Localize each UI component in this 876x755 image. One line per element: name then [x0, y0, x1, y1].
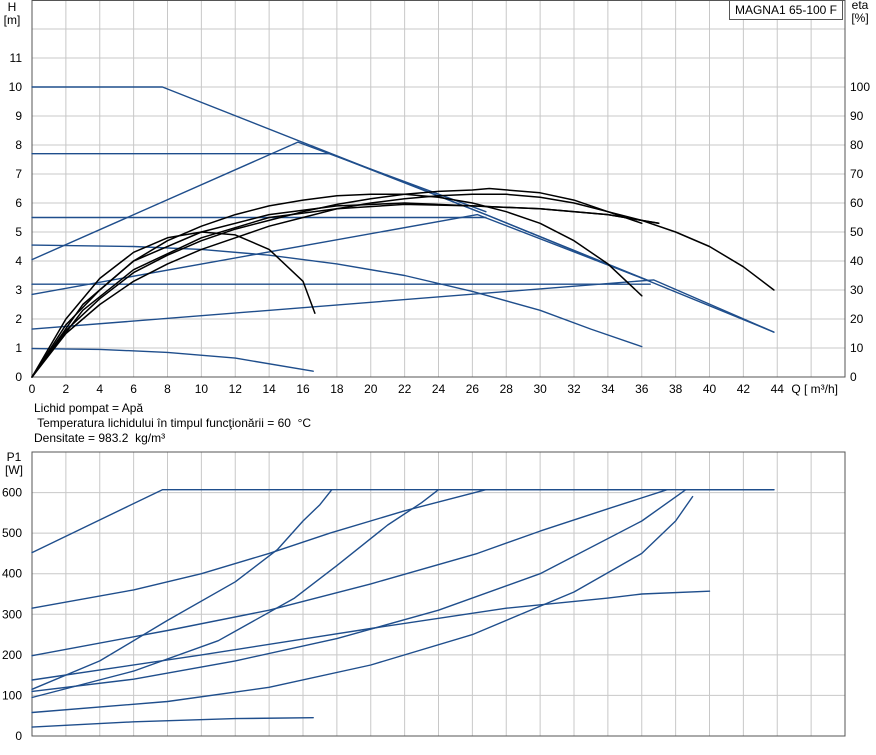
y-tick-label: 7 [15, 167, 22, 181]
head-curve [31, 213, 651, 296]
y-right-tick-label: 10 [850, 341, 864, 355]
x-tick-label: 42 [737, 382, 751, 396]
head-curve [31, 153, 651, 282]
y-tick-label: 11 [10, 51, 23, 65]
x-tick-label: 16 [296, 382, 310, 396]
y-tick-label: 4 [15, 254, 22, 268]
fluid-note: Lichid pompat = Apă [34, 401, 144, 415]
y-tick-label: 0 [15, 370, 22, 384]
x-tick-label: 38 [669, 382, 683, 396]
y-right-tick-label: 60 [850, 196, 864, 210]
power-curve [31, 590, 711, 681]
y-tick-label: 3 [15, 283, 22, 297]
y-right-axis-label: eta [852, 0, 869, 12]
y-right-axis-label: [%] [851, 11, 868, 25]
power-curve [31, 717, 314, 728]
p1-tick-label: 600 [2, 486, 22, 500]
p1-tick-label: 500 [2, 526, 22, 540]
x-tick-label: 2 [63, 382, 70, 396]
y-right-tick-label: 30 [850, 283, 864, 297]
power-curve [31, 489, 775, 609]
y-tick-label: 5 [15, 225, 22, 239]
y-tick-label: 9 [15, 109, 22, 123]
efficiency-curve [31, 193, 775, 378]
y-tick-label: 8 [15, 138, 22, 152]
x-tick-label: 32 [567, 382, 581, 396]
y-tick-label: 6 [15, 196, 22, 210]
x-tick-label: 4 [96, 382, 103, 396]
x-tick-label: 28 [500, 382, 514, 396]
x-tick-label: 6 [130, 382, 137, 396]
efficiency-curve [31, 231, 316, 378]
y-axis-label: [m] [4, 13, 21, 27]
efficiency-curve [31, 187, 643, 378]
x-tick-label: 30 [533, 382, 547, 396]
y-tick-label: 2 [15, 312, 22, 326]
x-tick-label: 8 [164, 382, 171, 396]
power-curve [31, 489, 775, 693]
x-tick-label: 34 [601, 382, 615, 396]
p1-axis-label: P1 [7, 450, 22, 464]
p1-axis-label: [W] [5, 463, 23, 477]
y-axis-label: H [8, 0, 17, 14]
x-tick-label: 10 [195, 382, 209, 396]
head-curve [31, 141, 487, 261]
y-right-tick-label: 0 [850, 370, 857, 384]
y-right-tick-label: 40 [850, 254, 864, 268]
x-tick-label: 36 [635, 382, 649, 396]
power-curve [31, 489, 333, 690]
x-axis-label: Q [ m³/h] [791, 382, 838, 396]
x-tick-label: 22 [398, 382, 412, 396]
efficiency-curve [31, 203, 660, 378]
x-tick-label: 24 [432, 382, 446, 396]
head-curve [31, 347, 314, 372]
x-tick-label: 44 [771, 382, 785, 396]
x-tick-label: 12 [229, 382, 243, 396]
x-tick-label: 0 [29, 382, 36, 396]
density-note: Densitate = 983.2 kg/m³ [34, 431, 166, 445]
head-curve [31, 244, 643, 348]
y-right-tick-label: 70 [850, 167, 864, 181]
y-right-tick-label: 90 [850, 109, 864, 123]
x-tick-label: 20 [364, 382, 378, 396]
y-right-tick-label: 50 [850, 225, 864, 239]
y-right-tick-label: 20 [850, 312, 864, 326]
power-curve [31, 495, 694, 714]
temperature-note: Temperatura lichidului în timpul funcţio… [34, 416, 312, 430]
power-curve [31, 489, 775, 554]
p1-tick-label: 100 [2, 688, 22, 702]
model-label: MAGNA1 65-100 F [729, 0, 843, 20]
p1-tick-label: 0 [15, 729, 22, 743]
p1-tick-label: 400 [2, 567, 22, 581]
p1-tick-label: 300 [2, 607, 22, 621]
x-tick-label: 18 [330, 382, 344, 396]
head-curve [31, 279, 775, 333]
y-right-tick-label: 100 [850, 80, 870, 94]
top-chart-frame [31, 0, 846, 378]
bottom-chart-frame [31, 451, 846, 737]
x-tick-label: 14 [262, 382, 276, 396]
power-curve [31, 489, 668, 657]
p1-tick-label: 200 [2, 648, 22, 662]
x-tick-label: 26 [466, 382, 480, 396]
x-tick-label: 40 [703, 382, 717, 396]
y-tick-label: 10 [9, 80, 23, 94]
y-tick-label: 1 [15, 341, 22, 355]
y-right-tick-label: 80 [850, 138, 864, 152]
